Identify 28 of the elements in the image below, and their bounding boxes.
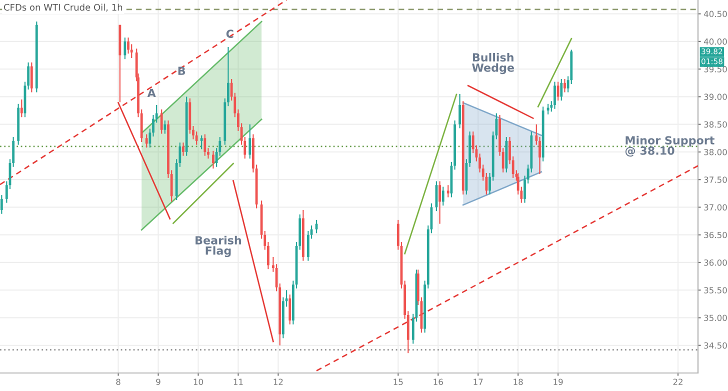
x-tick-label: 9 — [156, 378, 160, 386]
y-tick-label: 36.00 — [704, 259, 727, 266]
y-tick-label: 37.50 — [704, 176, 727, 183]
x-tick-label: 11 — [234, 378, 243, 385]
x-tick-label: 15 — [394, 378, 403, 386]
x-tick-label: 22 — [673, 378, 682, 385]
y-tick-label: 38.00 — [704, 148, 727, 156]
annotation: Bearish Flag — [196, 236, 242, 258]
annotation: B — [178, 66, 186, 75]
x-tick-label: 16 — [434, 378, 443, 386]
y-tick-label: 40.00 — [704, 38, 727, 45]
y-tick-label: 37.00 — [704, 204, 727, 211]
y-tick-label: 36.50 — [704, 232, 727, 238]
y-tick-label: 40.50 — [704, 10, 727, 18]
x-tick-label: 12 — [274, 378, 283, 385]
x-tick-label: 18 — [514, 378, 523, 386]
x-tick-label: 8 — [116, 378, 120, 386]
y-tick-label: 35.00 — [704, 314, 727, 322]
y-tick-label: 34.50 — [704, 342, 727, 349]
chart-title: CFDs on WTI Crude Oil, 1h — [4, 4, 122, 12]
annotation: Bullish Wedge — [472, 52, 514, 74]
x-tick-label: 17 — [474, 378, 483, 385]
y-tick-label: 39.00 — [704, 94, 727, 100]
y-tick-label: 38.50 — [704, 121, 727, 128]
x-tick-label: 10 — [194, 378, 203, 386]
y-tick-label: 35.50 — [704, 287, 727, 294]
annotation: A — [147, 88, 156, 98]
x-tick-label: 19 — [554, 378, 563, 386]
